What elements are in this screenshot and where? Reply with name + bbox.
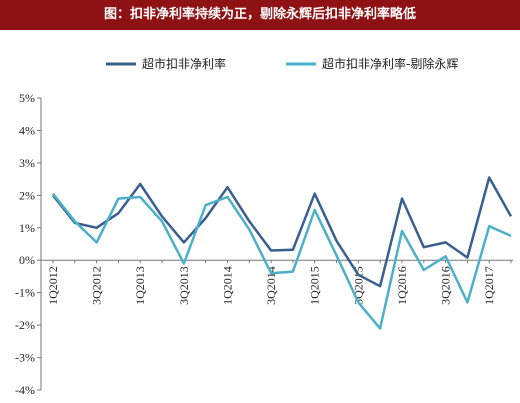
x-tick-label: 1Q2016 [395,266,409,305]
y-tick-label: -3% [15,351,35,365]
x-tick-label: 1Q2012 [46,266,60,305]
y-tick-label: 2% [19,188,35,202]
x-tick-label: 1Q2013 [133,266,147,305]
y-tick-label: 5% [19,91,35,105]
series-lines [52,176,513,330]
legend: 超市扣非净利率 超市扣非净利率-剔除永辉 [106,56,458,71]
y-tick-label: 3% [19,156,35,170]
x-tick-label: 3Q2013 [177,266,191,305]
series-line-2 [52,192,512,330]
x-tick-label: 1Q2014 [220,266,234,305]
legend-label-1: 超市扣非净利率 [142,56,226,71]
y-tick-label: 4% [19,123,35,137]
y-tick-label: -4% [15,383,35,397]
x-tick-label: 3Q2015 [351,266,365,305]
x-tick-label: 3Q2016 [439,266,453,305]
y-tick-label: -1% [15,286,35,300]
x-tick-label: 3Q2014 [264,266,278,305]
x-tick-label: 3Q2012 [90,266,104,305]
y-tick-label: 0% [19,253,35,267]
x-tick-label: 1Q2017 [482,266,496,305]
x-tick-label: 1Q2015 [308,266,322,305]
chart-title: 图：扣非净利率持续为正，剔除永辉后扣非净利率略低 [0,0,520,30]
y-tick-label: 1% [19,221,35,235]
axes: 5% 4% 3% 2% 1% 0% -1% -2% -3% -4% 1Q2012 3Q2012 1Q20… [15,91,513,397]
legend-label-2: 超市扣非净利率-剔除永辉 [322,56,458,71]
y-tick-label: -2% [15,318,35,332]
